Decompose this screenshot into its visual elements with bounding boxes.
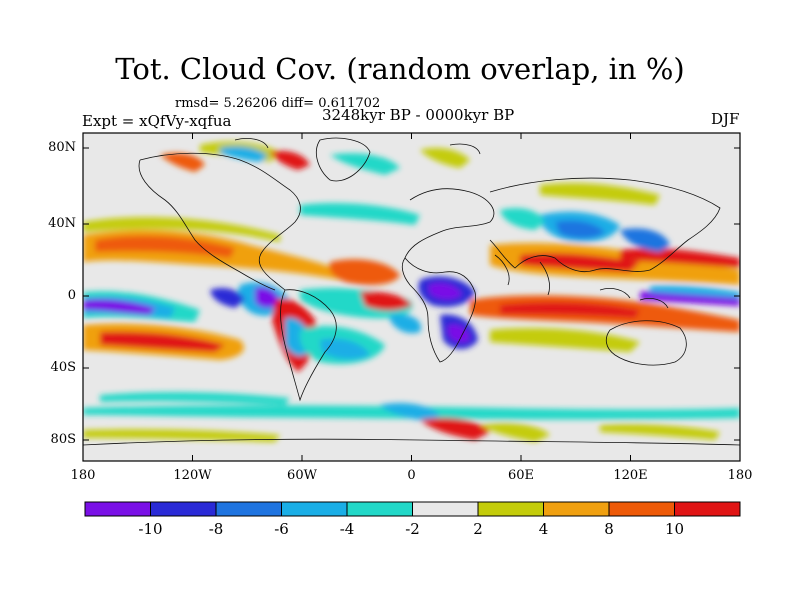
colorbar-label: 10 [664, 520, 685, 538]
colorbar-label: 8 [604, 520, 614, 538]
colorbar-label: -4 [339, 520, 355, 538]
colorbar-label: 2 [473, 520, 483, 538]
colorbar-label: 4 [538, 520, 549, 538]
lat-tick-label: 80S [50, 432, 76, 447]
colorbar-label: -10 [138, 520, 163, 538]
experiment-label: Expt = xQfVy-xqfua [82, 112, 232, 130]
lon-tick-label: 180 [727, 468, 753, 483]
lon-tick-label: 120E [613, 468, 648, 483]
anomaly-field [83, 137, 740, 446]
lon-tick-label: 60E [507, 468, 535, 483]
colorbar-swatch [674, 501, 741, 517]
colorbar-swatch [608, 501, 675, 517]
period-label: 3248kyr BP - 0000kyr BP [322, 106, 515, 124]
colorbar-swatch [477, 501, 544, 517]
colorbar-label: -8 [208, 520, 224, 538]
colorbar [84, 501, 741, 517]
lat-tick-label: 40S [50, 360, 76, 375]
colorbar-swatch [215, 501, 282, 517]
lon-tick-label: 0 [407, 468, 416, 483]
coastlines [83, 137, 740, 446]
chart-title: Tot. Cloud Cov. (random overlap, in %) [115, 52, 685, 86]
colorbar-label: -6 [274, 520, 289, 538]
lat-tick-label: 40N [48, 216, 76, 231]
colorbar-swatch [346, 501, 413, 517]
colorbar-swatch [543, 501, 610, 517]
stats-label: rmsd= 5.26206 diff= 0.611702 [175, 96, 381, 111]
lon-tick-label: 180 [70, 468, 96, 483]
lat-tick-label: 0 [67, 288, 76, 303]
lon-tick-label: 60W [287, 468, 317, 483]
season-label: DJF [711, 110, 740, 128]
colorbar-swatch [281, 501, 348, 517]
colorbar-swatch [412, 501, 479, 517]
lon-tick-label: 120W [173, 468, 212, 483]
colorbar-swatch [150, 501, 217, 517]
colorbar-swatch [84, 501, 151, 517]
colorbar-label: -2 [405, 520, 420, 538]
lat-tick-label: 80N [48, 140, 76, 155]
